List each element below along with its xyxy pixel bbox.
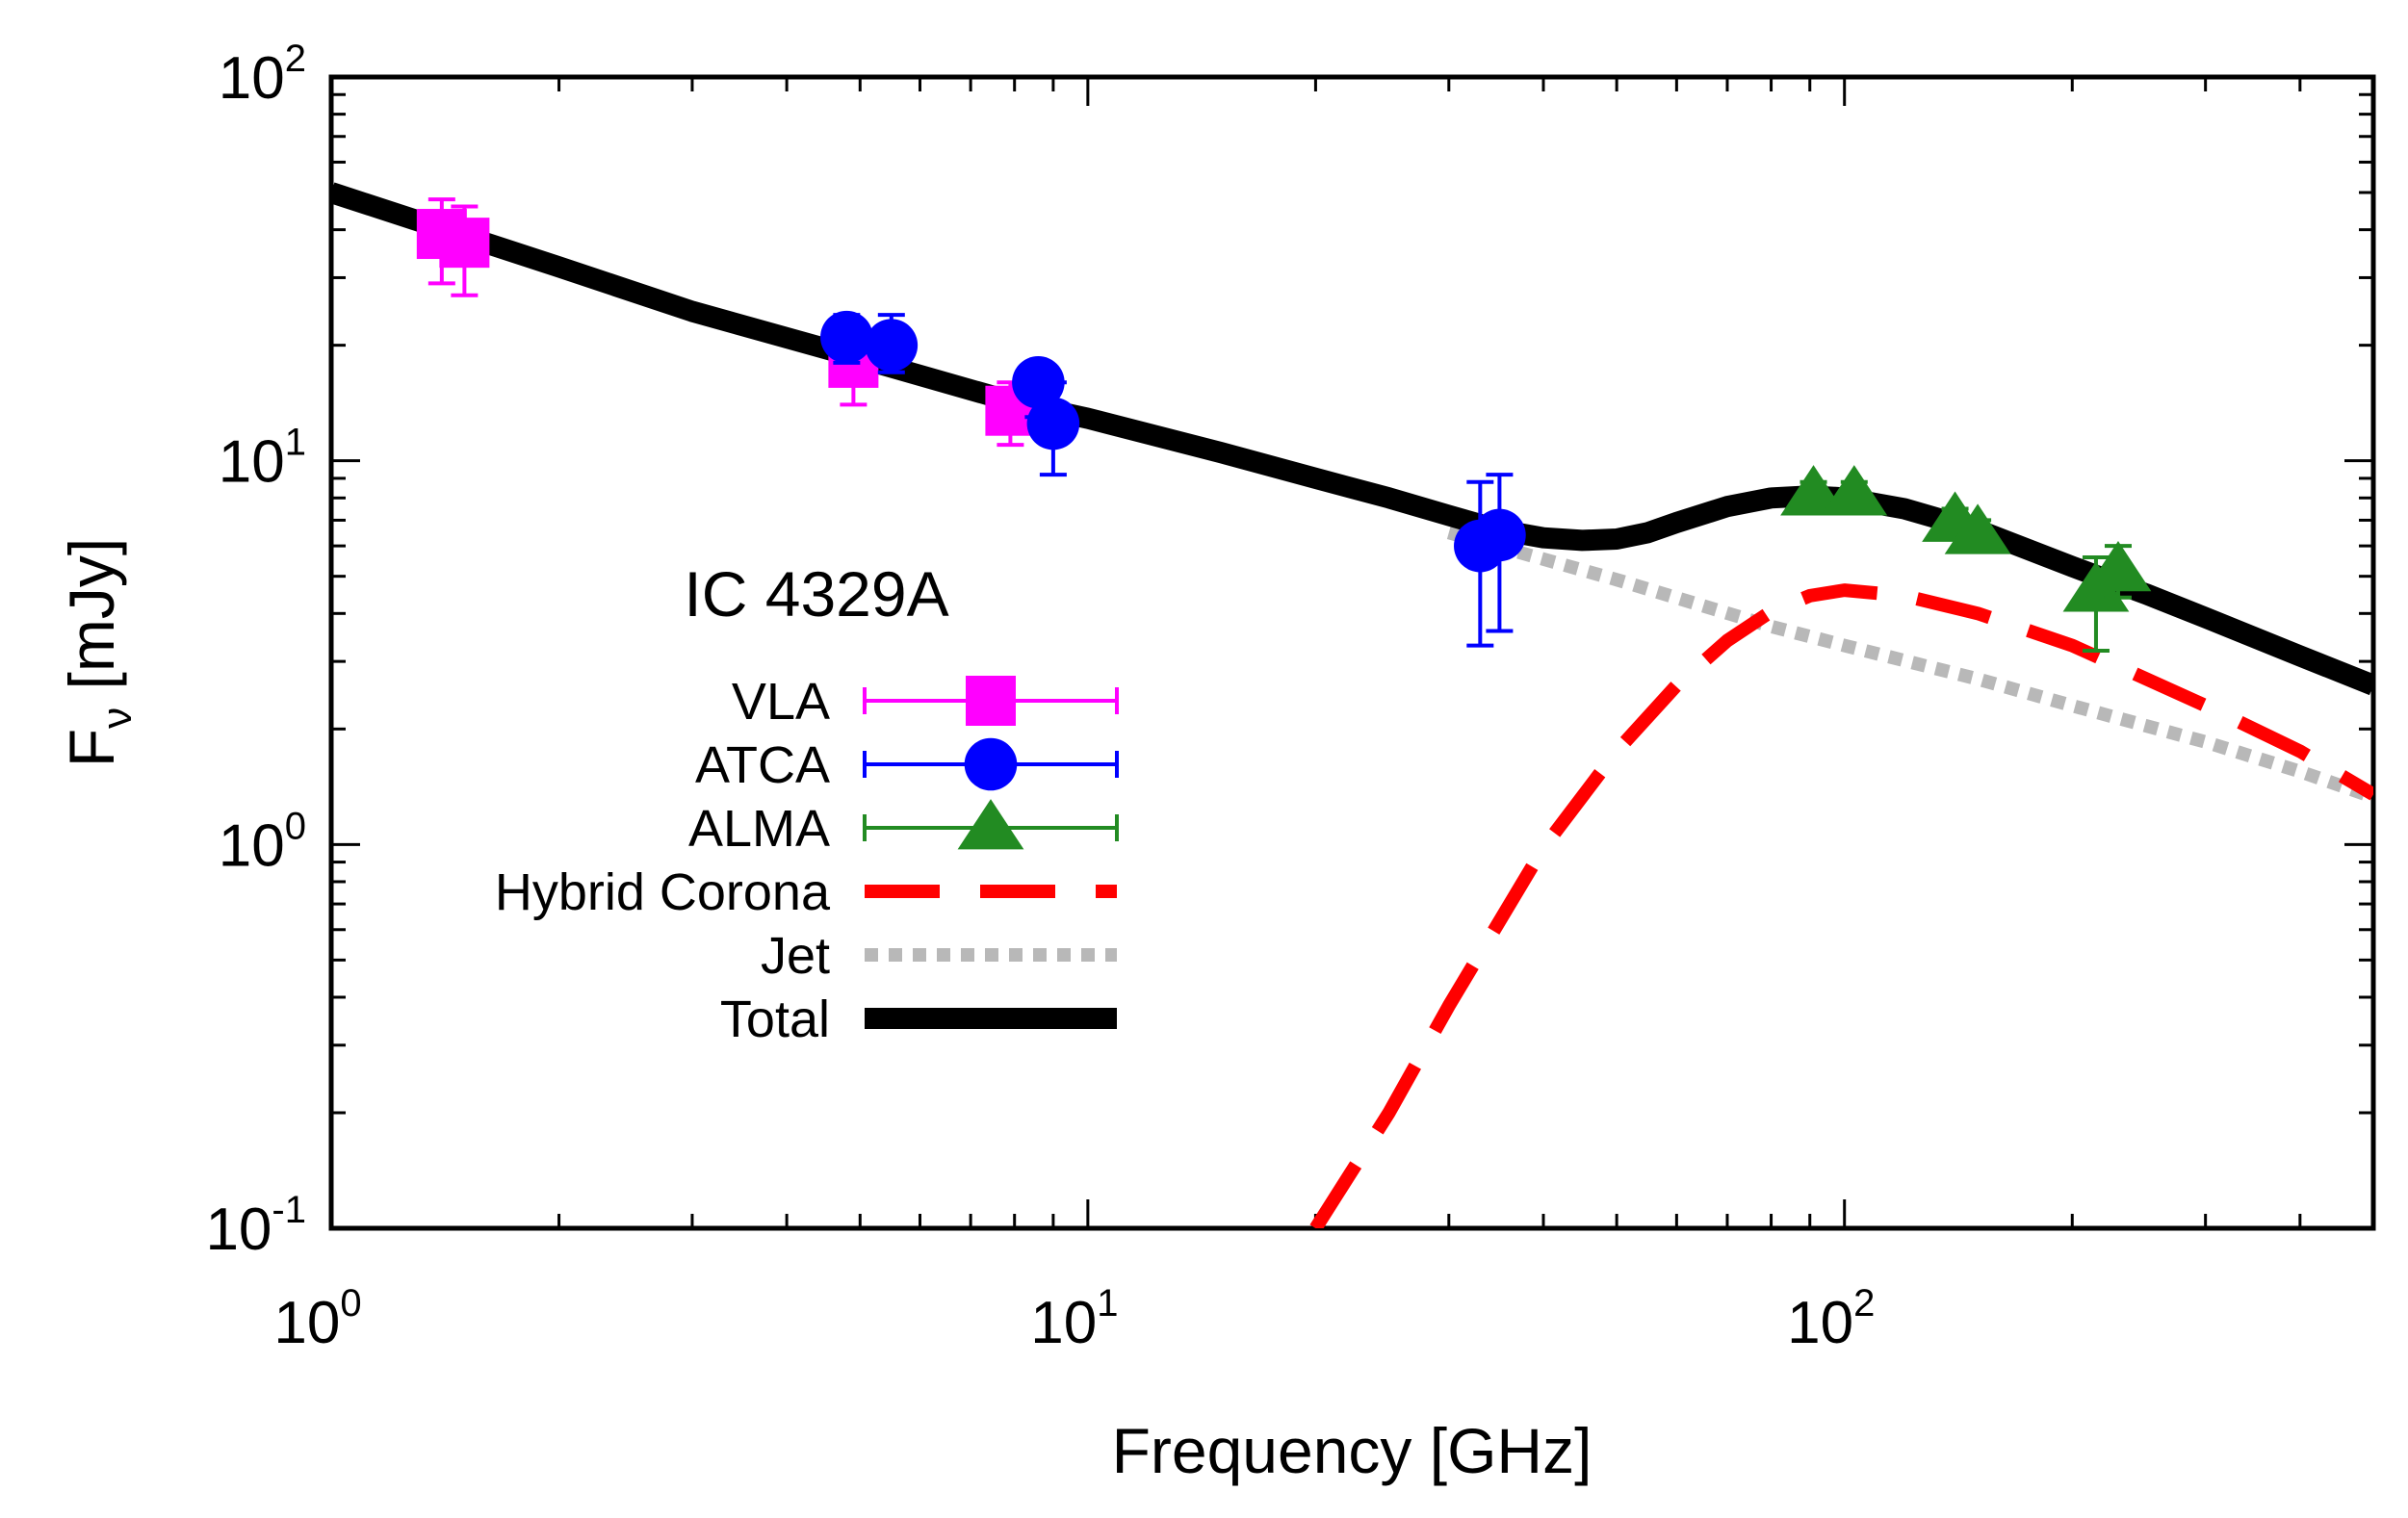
legend-item-jet: Jet	[761, 927, 1117, 985]
y-axis-label: Fν [mJy]	[56, 538, 141, 767]
x-axis-label: Frequency [GHz]	[1112, 1415, 1592, 1486]
x-tick-label: 102	[1787, 1282, 1875, 1356]
y-axis-label-unit: [mJy]	[56, 538, 127, 690]
x-tick-label: 100	[273, 1282, 361, 1356]
legend-label: ATCA	[695, 736, 830, 794]
legend-label: ALMA	[688, 800, 830, 858]
legend-marker-atca	[964, 737, 1018, 791]
alma-point	[1944, 503, 2011, 554]
legend-label: Hybrid Corona	[495, 863, 831, 921]
legend-label: Total	[720, 991, 830, 1048]
legend-item-total: Total	[720, 991, 1117, 1048]
alma-point	[1821, 465, 1888, 516]
y-axis-label-base: F	[56, 729, 127, 767]
x-tick-label: 101	[1030, 1282, 1118, 1356]
y-tick-label: 100	[219, 805, 306, 879]
y-tick-label: 101	[219, 422, 306, 496]
plot-area	[328, 74, 2376, 1231]
vla-point	[439, 218, 490, 269]
legend-marker-alma	[957, 799, 1024, 850]
y-tick-label: 102	[219, 38, 306, 112]
atca-point	[1473, 508, 1526, 562]
data-points	[416, 197, 2152, 653]
legend-item-hybrid-corona: Hybrid Corona	[495, 863, 1117, 921]
y-tick-labels: 10-1 100 101 102	[205, 38, 306, 1263]
alma-point	[2084, 540, 2152, 592]
legend-item-atca: ATCA	[695, 736, 1119, 794]
atca-point	[1026, 397, 1080, 450]
y-axis-label-subscript: ν	[93, 708, 141, 729]
legend-item-vla: VLA	[732, 673, 1119, 731]
x-tick-labels: 100 101 102	[273, 1282, 1875, 1356]
legend-label: VLA	[732, 673, 830, 731]
legend-marker-vla	[966, 676, 1016, 726]
plot-frame	[328, 74, 2376, 1231]
atca-point	[865, 319, 919, 372]
hybrid-corona-curve	[1309, 583, 2373, 1228]
chart-title: IC 4329A	[684, 558, 948, 630]
model-curves	[331, 182, 2373, 1228]
atca-point	[820, 310, 873, 364]
y-tick-label: 10-1	[205, 1189, 306, 1263]
legend-label: Jet	[761, 927, 830, 985]
x-axis-ticks	[329, 77, 2375, 1228]
legend-item-alma: ALMA	[688, 799, 1119, 858]
jet-curve	[1446, 526, 2373, 804]
y-axis-ticks	[331, 75, 2373, 1230]
